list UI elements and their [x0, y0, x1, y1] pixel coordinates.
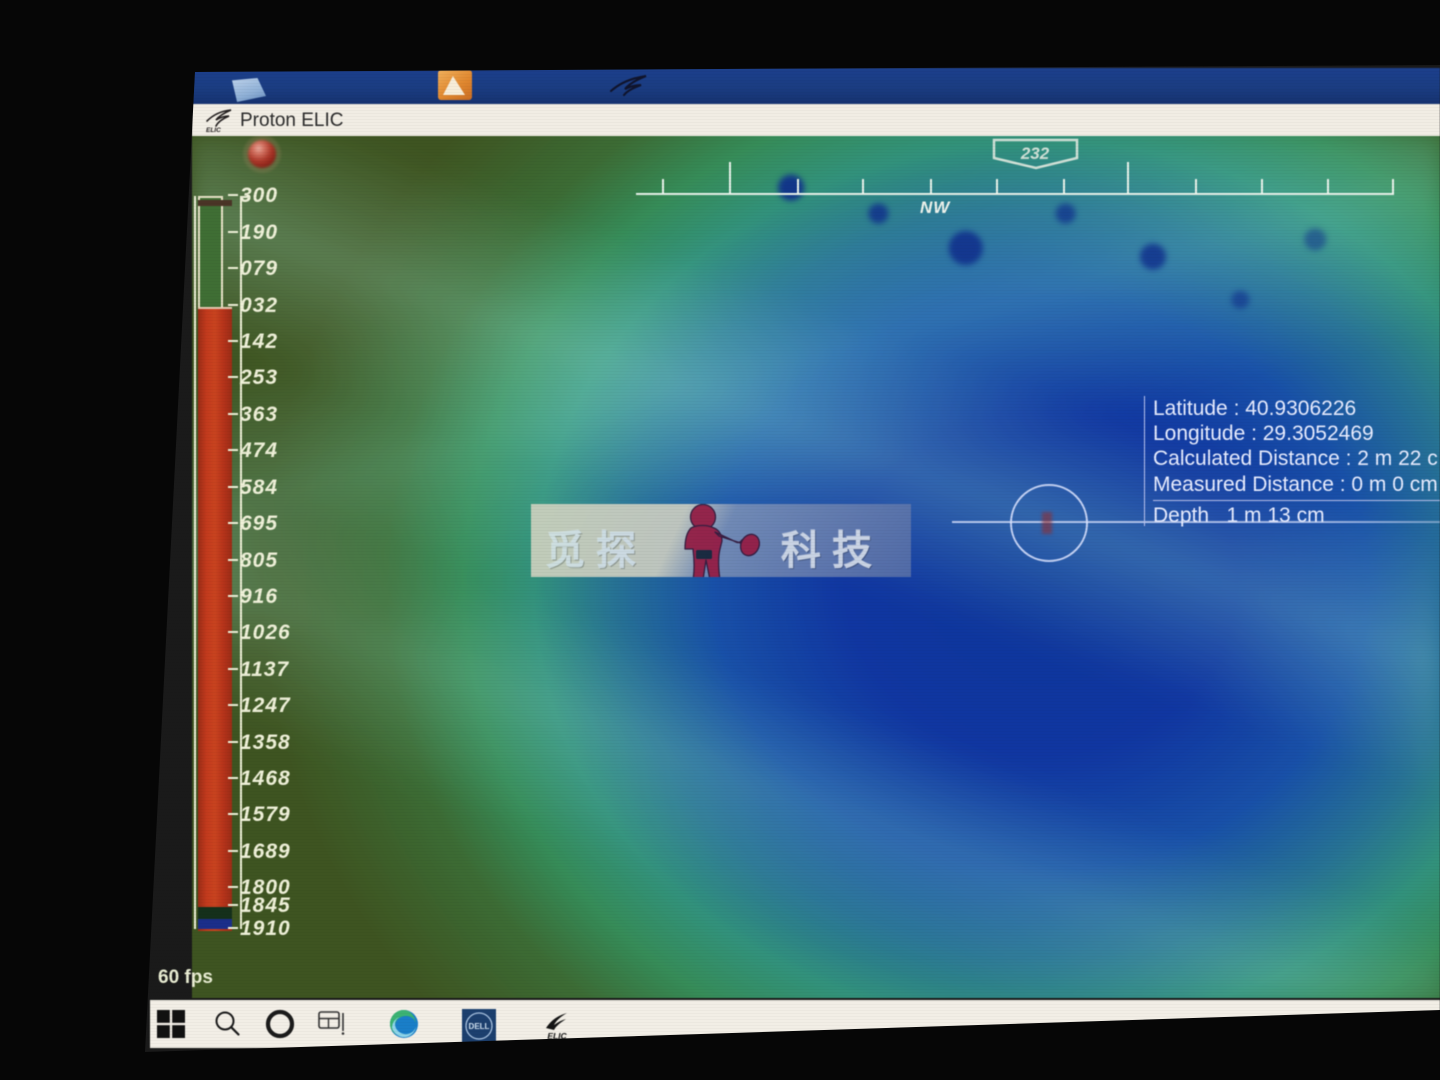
svg-text:ELIC: ELIC — [547, 1031, 567, 1040]
svg-text:ELIC: ELIC — [206, 127, 221, 133]
svg-text:DELL: DELL — [469, 1022, 490, 1031]
svg-text:232: 232 — [1020, 144, 1050, 163]
